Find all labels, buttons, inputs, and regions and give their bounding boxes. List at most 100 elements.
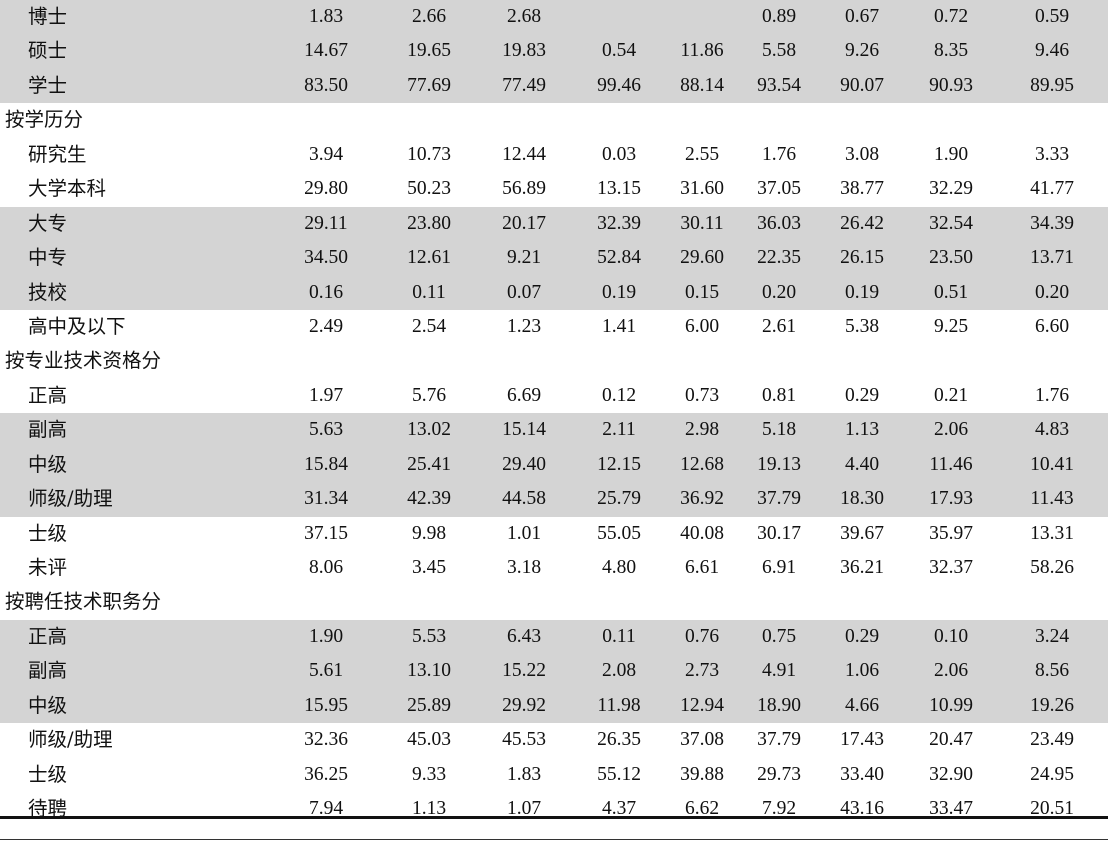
table-cell: 31.60 — [680, 178, 724, 200]
page-footer-rule — [0, 839, 1108, 840]
table-row: 学士 83.50 77.69 77.49 99.46 88.14 93.54 90.07 90.… — [0, 68, 1108, 104]
table-cell: 33.47 — [929, 798, 973, 820]
table-cell: 15.95 — [304, 694, 348, 716]
section-header-row: 按学历分 — [0, 103, 1108, 137]
table-cell: 10.73 — [407, 143, 451, 165]
table-cell: 9.25 — [933, 315, 969, 337]
table-cell: 19.83 — [502, 40, 546, 62]
row-label: 博士 — [28, 5, 68, 28]
table-cell: 1.13 — [411, 798, 447, 820]
table-cell: 17.43 — [840, 729, 884, 751]
table-cell: 10.41 — [1030, 453, 1074, 475]
table-cell: 2.06 — [933, 660, 969, 682]
row-label: 师级/助理 — [28, 728, 113, 752]
table-cell: 29.80 — [304, 178, 348, 200]
table-cell: 55.12 — [597, 763, 641, 785]
table-cell: 0.20 — [761, 281, 797, 303]
table-cell: 31.34 — [304, 488, 348, 510]
table-cell: 34.50 — [304, 247, 348, 269]
table-cell: 36.21 — [840, 557, 884, 578]
table-cell: 12.15 — [597, 453, 641, 475]
table-cell: 0.07 — [506, 281, 542, 303]
table-cell: 36.92 — [680, 488, 724, 510]
table-cell: 26.15 — [840, 247, 884, 269]
table-cell: 13.71 — [1030, 247, 1074, 269]
table-cell: 4.91 — [761, 660, 797, 682]
table-cell: 2.08 — [601, 660, 637, 682]
table-cell: 83.50 — [304, 74, 348, 96]
table-cell: 0.19 — [844, 281, 880, 303]
table-cell: 18.30 — [840, 488, 884, 510]
row-label: 士级 — [28, 762, 68, 786]
table-cell: 56.89 — [502, 178, 546, 200]
row-label: 大专 — [28, 211, 68, 235]
table-cell: 32.90 — [929, 763, 973, 785]
table-cell: 25.89 — [407, 694, 451, 716]
table-cell: 36.03 — [757, 212, 801, 234]
table-cell: 0.29 — [844, 384, 880, 406]
table-cell: 3.94 — [308, 143, 344, 165]
table-cell: 5.53 — [411, 625, 447, 647]
table-row: 大专 29.11 23.80 20.17 32.39 30.11 36.03 26.42 32.… — [0, 206, 1108, 242]
table-cell: 6.61 — [684, 557, 720, 578]
section-header-row: 按专业技术资格分 — [0, 344, 1108, 378]
table-cell: 39.88 — [680, 763, 724, 785]
table-row: 未评 8.06 3.45 3.18 4.80 6.61 6.91 36.21 32.37 58.2… — [0, 551, 1108, 585]
table-cell: 1.76 — [1034, 384, 1070, 406]
table-cell: 2.55 — [684, 143, 720, 165]
table-cell: 29.40 — [502, 453, 546, 475]
table-cell: 32.54 — [929, 212, 973, 234]
row-label: 士级 — [28, 521, 68, 545]
table-cell: 58.26 — [1030, 557, 1074, 578]
table-cell: 77.49 — [502, 74, 546, 96]
table-cell — [579, 0, 659, 34]
table-cell: 89.95 — [1030, 74, 1074, 96]
row-label: 副高 — [28, 418, 68, 442]
table-cell: 1.90 — [308, 625, 344, 647]
table-cell: 32.29 — [929, 178, 973, 200]
table-cell: 90.07 — [840, 74, 884, 96]
table-cell: 13.10 — [407, 660, 451, 682]
table-cell: 88.14 — [680, 74, 724, 96]
table-cell: 1.41 — [601, 315, 637, 337]
table-cell: 40.08 — [680, 522, 724, 544]
table-cell: 5.18 — [761, 419, 797, 441]
table-row: 师级/助理 31.34 42.39 44.58 25.79 36.92 37.79 18.30… — [0, 482, 1108, 517]
table-row: 研究生 3.94 10.73 12.44 0.03 2.55 1.76 3.08 1.90 3.3… — [0, 138, 1108, 172]
table-cell: 18.90 — [757, 694, 801, 716]
table-cell: 0.12 — [601, 384, 637, 406]
table-row: 正高 1.97 5.76 6.69 0.12 0.73 0.81 0.29 0.21 1.76 — [0, 379, 1108, 413]
table-cell: 35.97 — [929, 522, 973, 544]
row-label: 副高 — [28, 659, 68, 683]
table-row: 高中及以下 2.49 2.54 1.23 1.41 6.00 2.61 5.38 9.25 6.6… — [0, 310, 1108, 344]
table-cell: 1.97 — [308, 384, 344, 406]
table-cell: 15.14 — [502, 419, 546, 441]
table-cell: 11.86 — [680, 40, 724, 62]
table-cell: 90.93 — [929, 74, 973, 96]
row-label: 正高 — [28, 624, 68, 648]
table-cell: 11.98 — [597, 694, 641, 716]
table-cell: 29.11 — [304, 212, 348, 234]
table-cell: 20.17 — [502, 212, 546, 234]
table-cell: 42.39 — [407, 488, 451, 510]
table-cell: 37.05 — [757, 178, 801, 200]
table-cell: 22.35 — [757, 247, 801, 269]
table-cell: 8.35 — [933, 40, 969, 62]
row-label: 待聘 — [28, 797, 68, 821]
table-cell: 1.90 — [933, 143, 969, 165]
table-cell: 6.00 — [684, 315, 720, 337]
table-cell: 12.94 — [680, 694, 724, 716]
table-cell: 6.43 — [506, 625, 542, 647]
table-cell: 8.06 — [308, 557, 344, 578]
row-label: 学士 — [28, 73, 68, 97]
table-cell: 1.83 — [506, 763, 542, 785]
table-cell: 9.26 — [844, 40, 880, 62]
table-cell: 0.67 — [844, 6, 880, 27]
table-cell: 0.11 — [412, 281, 446, 303]
table-cell: 2.11 — [602, 419, 636, 441]
table-cell: 32.37 — [929, 557, 973, 578]
table-cell: 3.24 — [1034, 625, 1070, 647]
table-cell: 0.15 — [684, 281, 720, 303]
table-cell: 0.03 — [601, 143, 637, 165]
table-cell: 41.77 — [1030, 178, 1074, 200]
